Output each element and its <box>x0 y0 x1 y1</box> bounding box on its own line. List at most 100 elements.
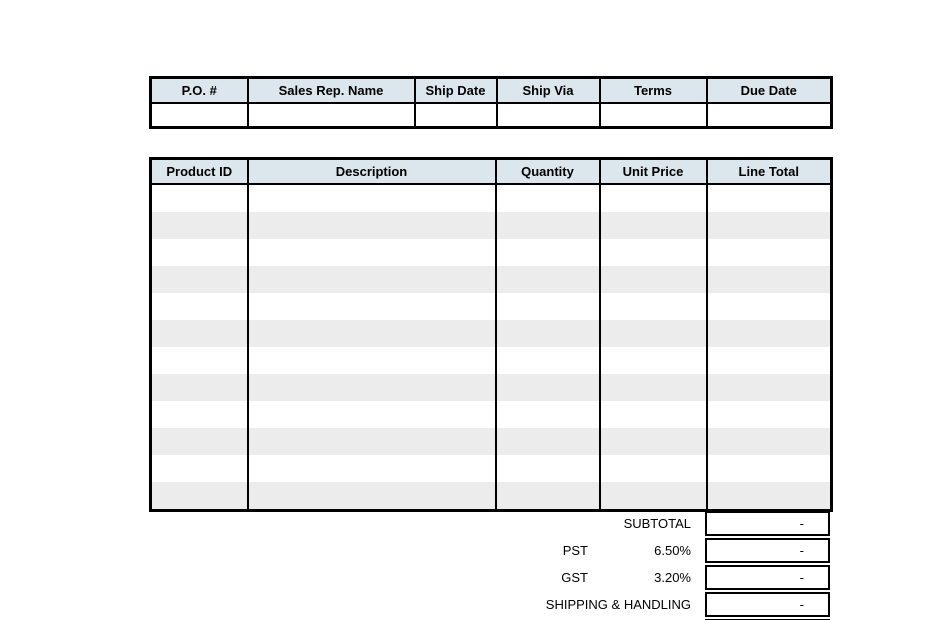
col-header-description: Description <box>246 157 497 185</box>
line-item-cell[interactable] <box>705 212 833 239</box>
line-item-cell[interactable] <box>598 293 708 320</box>
line-item-cell[interactable] <box>149 266 249 293</box>
pst-label: PST <box>562 543 588 558</box>
line-item-cell[interactable] <box>705 266 833 293</box>
line-item-cell[interactable] <box>705 374 833 401</box>
line-item-cell[interactable] <box>494 212 601 239</box>
line-item-cell[interactable] <box>598 347 708 374</box>
line-item-cell[interactable] <box>149 293 249 320</box>
gst-value-box: - <box>705 565 830 590</box>
gst-label: GST <box>561 570 588 585</box>
sales-rep-name-field[interactable] <box>246 102 416 129</box>
col-header-due-date: Due Date <box>705 76 833 104</box>
line-item-cell[interactable] <box>494 184 601 212</box>
line-item-cell[interactable] <box>246 266 497 293</box>
line-item-row <box>149 266 833 293</box>
line-item-cell[interactable] <box>246 374 497 401</box>
gst-row: GST 3.20% - <box>149 564 830 591</box>
col-header-product-id: Product ID <box>149 157 249 185</box>
line-item-cell[interactable] <box>246 212 497 239</box>
line-item-cell[interactable] <box>598 401 708 428</box>
line-item-cell[interactable] <box>246 184 497 212</box>
gst-rate: 3.20% <box>654 570 691 585</box>
line-item-cell[interactable] <box>705 428 833 455</box>
line-item-cell[interactable] <box>494 428 601 455</box>
totals-section: SUBTOTAL - PST 6.50% - GST 3.20% - SHIPP… <box>149 510 830 620</box>
line-item-row <box>149 455 833 482</box>
line-item-cell[interactable] <box>149 212 249 239</box>
line-item-cell[interactable] <box>494 320 601 347</box>
line-item-cell[interactable] <box>494 239 601 266</box>
line-item-cell[interactable] <box>246 293 497 320</box>
line-item-cell[interactable] <box>149 428 249 455</box>
line-item-row <box>149 374 833 401</box>
subtotal-value: - <box>799 516 804 531</box>
pst-row: PST 6.50% - <box>149 537 830 564</box>
line-item-row <box>149 428 833 455</box>
shipping-handling-value: - <box>799 597 804 612</box>
line-item-cell[interactable] <box>246 239 497 266</box>
shipping-handling-row: SHIPPING & HANDLING - <box>149 591 830 618</box>
line-item-row <box>149 293 833 320</box>
line-item-cell[interactable] <box>149 184 249 212</box>
line-item-cell[interactable] <box>246 428 497 455</box>
line-item-cell[interactable] <box>246 401 497 428</box>
subtotal-value-box: - <box>705 511 830 536</box>
line-item-cell[interactable] <box>149 455 249 482</box>
line-item-cell[interactable] <box>246 347 497 374</box>
line-item-cell[interactable] <box>705 184 833 212</box>
terms-field[interactable] <box>598 102 708 129</box>
col-header-terms: Terms <box>598 76 708 104</box>
ship-via-field[interactable] <box>495 102 601 129</box>
col-header-quantity: Quantity <box>494 157 601 185</box>
line-item-cell[interactable] <box>149 401 249 428</box>
due-date-field[interactable] <box>705 102 833 129</box>
line-item-cell[interactable] <box>494 455 601 482</box>
line-item-row <box>149 347 833 374</box>
line-item-cell[interactable] <box>494 482 601 511</box>
col-header-unit-price: Unit Price <box>598 157 708 185</box>
col-header-ship-date: Ship Date <box>413 76 498 104</box>
line-item-cell[interactable] <box>149 482 249 511</box>
line-item-cell[interactable] <box>494 374 601 401</box>
line-item-cell[interactable] <box>494 347 601 374</box>
line-item-cell[interactable] <box>598 455 708 482</box>
line-item-cell[interactable] <box>598 184 708 212</box>
line-item-cell[interactable] <box>598 482 708 511</box>
line-item-row <box>149 482 833 511</box>
line-item-cell[interactable] <box>246 320 497 347</box>
line-item-cell[interactable] <box>598 239 708 266</box>
line-item-cell[interactable] <box>494 293 601 320</box>
po-number-field[interactable] <box>149 102 249 129</box>
line-item-cell[interactable] <box>246 455 497 482</box>
line-item-cell[interactable] <box>598 320 708 347</box>
line-item-cell[interactable] <box>705 347 833 374</box>
col-header-ship-via: Ship Via <box>495 76 601 104</box>
line-item-cell[interactable] <box>705 239 833 266</box>
line-item-cell[interactable] <box>149 347 249 374</box>
line-item-cell[interactable] <box>246 482 497 511</box>
line-item-cell[interactable] <box>598 428 708 455</box>
line-item-cell[interactable] <box>149 239 249 266</box>
ship-date-field[interactable] <box>413 102 498 129</box>
line-items-body <box>149 184 833 511</box>
line-item-cell[interactable] <box>494 401 601 428</box>
line-items-header-row: Product ID Description Quantity Unit Pri… <box>149 157 833 185</box>
line-item-cell[interactable] <box>705 482 833 511</box>
line-item-cell[interactable] <box>705 455 833 482</box>
line-item-cell[interactable] <box>149 374 249 401</box>
line-item-cell[interactable] <box>705 401 833 428</box>
line-item-cell[interactable] <box>149 320 249 347</box>
line-item-cell[interactable] <box>494 266 601 293</box>
shipping-handling-value-box: - <box>705 592 830 617</box>
line-item-cell[interactable] <box>598 266 708 293</box>
line-item-cell[interactable] <box>705 320 833 347</box>
line-item-row <box>149 401 833 428</box>
order-info-table: P.O. # Sales Rep. Name Ship Date Ship Vi… <box>149 76 833 129</box>
line-item-cell[interactable] <box>598 212 708 239</box>
order-info-value-row <box>149 102 833 129</box>
line-item-cell[interactable] <box>598 374 708 401</box>
line-items-table: Product ID Description Quantity Unit Pri… <box>149 157 833 512</box>
line-item-cell[interactable] <box>705 293 833 320</box>
line-item-row <box>149 212 833 239</box>
